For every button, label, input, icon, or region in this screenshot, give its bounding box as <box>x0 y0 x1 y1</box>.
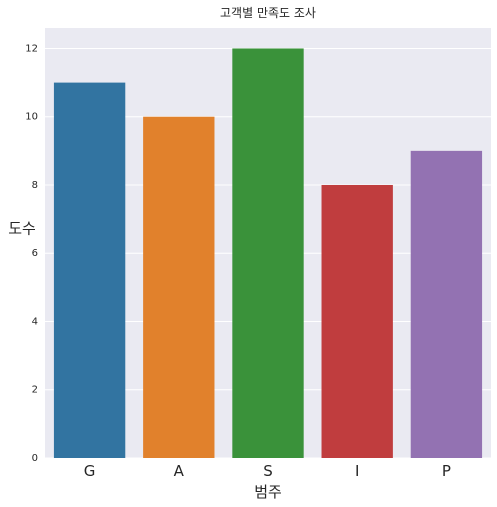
bars <box>53 48 483 458</box>
bar-I <box>321 184 393 458</box>
y-tick-label: 2 <box>32 385 38 396</box>
chart-title: 고객별 만족도 조사 <box>220 6 316 20</box>
y-tick-label: 4 <box>32 316 38 327</box>
x-tick-label: G <box>84 462 96 480</box>
bar-P <box>410 150 483 458</box>
y-tick-label: 10 <box>25 112 38 123</box>
x-axis-label: 범주 <box>254 483 282 501</box>
y-axis-label: 도수 <box>8 220 36 238</box>
y-tick-label: 6 <box>32 248 38 259</box>
x-tick-label: I <box>355 462 359 480</box>
y-tick-label: 8 <box>32 180 38 191</box>
bar-S <box>232 48 304 458</box>
bar-A <box>143 116 215 458</box>
y-tick-labels: 0 2 4 6 8 10 12 <box>25 43 38 464</box>
x-tick-label: A <box>174 462 185 480</box>
y-tick-label: 12 <box>25 43 38 54</box>
bar-G <box>53 82 126 458</box>
y-tick-label: 0 <box>32 453 38 464</box>
x-tick-label: S <box>263 462 273 480</box>
x-tick-label: P <box>442 462 451 480</box>
